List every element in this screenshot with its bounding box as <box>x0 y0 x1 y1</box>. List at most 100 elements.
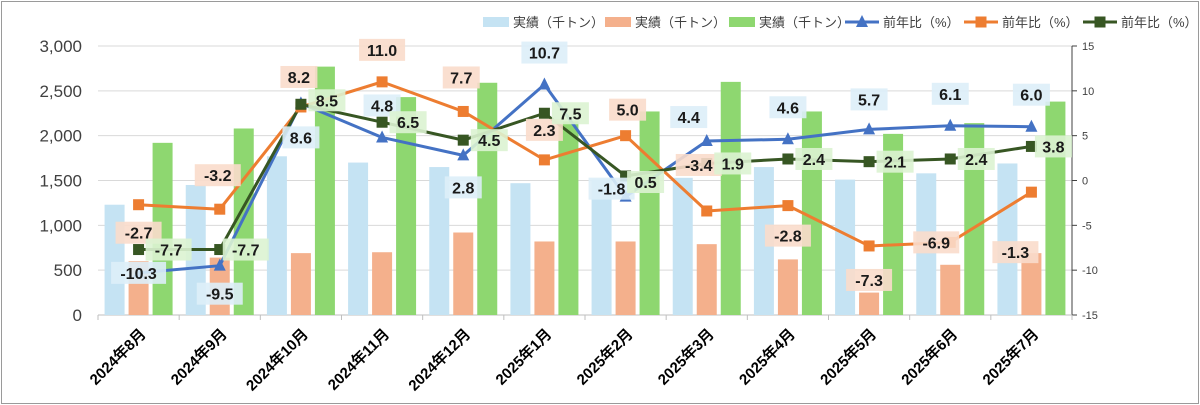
legend-label: 実績（千トン） <box>759 15 850 30</box>
legend-marker <box>856 15 868 27</box>
x-tick-label: 2025年2月 <box>573 325 636 388</box>
bar-3 <box>639 111 660 315</box>
marker-blue <box>1025 119 1038 132</box>
data-label-box-orange <box>992 241 1039 264</box>
data-label-green: 7.5 <box>559 106 581 123</box>
marker-green <box>944 153 956 165</box>
legend-swatch-bar-1 <box>483 17 509 27</box>
data-label-blue: 8.6 <box>290 130 312 147</box>
marker-blue <box>538 77 551 90</box>
marker-green <box>214 244 226 256</box>
y-left-tick-label: 1,500 <box>39 172 82 191</box>
marker-green <box>133 244 145 256</box>
data-label-box-green <box>389 111 427 134</box>
data-label-box-blue <box>363 94 401 117</box>
bar-3 <box>477 82 498 315</box>
data-label-box-orange <box>675 153 722 176</box>
data-label-green: 0.5 <box>634 175 656 192</box>
x-tick-label: 2024年11月 <box>324 325 393 394</box>
bar-2 <box>453 232 474 315</box>
legend-marker <box>1094 16 1106 28</box>
x-tick-label: 2025年5月 <box>816 325 879 388</box>
bar-2 <box>615 241 636 315</box>
bar-3 <box>720 81 741 315</box>
data-label-box-blue <box>444 176 482 199</box>
bar-1 <box>510 183 531 315</box>
x-tick-label: 2025年6月 <box>898 325 961 388</box>
data-label-orange: -3.2 <box>204 168 232 185</box>
legend-swatch-bar-3 <box>729 17 755 27</box>
data-label-box-blue <box>670 106 708 129</box>
data-label-box-green <box>308 89 346 112</box>
y-left-tick-label: 2,000 <box>39 127 82 146</box>
legend-swatch-bar-2 <box>605 17 631 27</box>
bar-2 <box>372 252 393 315</box>
legend-marker <box>975 16 987 28</box>
bar-2 <box>696 244 717 315</box>
data-label-box-blue <box>588 177 635 200</box>
bar-3 <box>558 121 579 315</box>
data-label-orange: -1.3 <box>1002 245 1030 262</box>
marker-blue <box>700 134 713 147</box>
data-label-orange: 2.3 <box>533 123 555 140</box>
bar-1 <box>104 204 125 315</box>
bar-3 <box>1045 101 1066 316</box>
data-label-box-blue <box>282 126 320 149</box>
legend-label: 前年比（%） <box>1002 15 1079 30</box>
bar-2 <box>290 253 311 315</box>
data-label-box-blue <box>931 82 969 105</box>
marker-orange <box>863 240 875 252</box>
y-right-tick-label: 5 <box>1082 131 1088 143</box>
data-label-blue: -10.3 <box>120 266 157 283</box>
data-label-box-blue <box>1012 83 1050 106</box>
data-label-orange: 11.0 <box>367 43 397 60</box>
x-tick-label: 2025年3月 <box>654 325 717 388</box>
bar-2 <box>940 264 961 315</box>
marker-blue <box>863 122 876 135</box>
data-label-green: -7.7 <box>155 243 183 260</box>
data-label-box-green <box>470 129 508 152</box>
bar-1 <box>591 179 612 315</box>
marker-orange <box>214 203 226 215</box>
data-label-box-blue <box>769 96 807 119</box>
data-label-box-green <box>551 102 589 125</box>
data-label-box-blue <box>521 41 568 64</box>
data-label-green: 1.9 <box>722 156 744 173</box>
data-label-blue: 6.0 <box>1020 88 1042 105</box>
y-left-tick-label: 3,000 <box>39 37 82 56</box>
data-label-orange: 7.7 <box>450 70 472 87</box>
data-label-blue: 5.7 <box>858 92 880 109</box>
data-label-box-blue <box>196 282 243 305</box>
marker-orange <box>457 105 469 117</box>
marker-blue <box>457 148 470 161</box>
marker-orange <box>782 200 794 212</box>
data-label-orange: 8.2 <box>288 70 310 87</box>
line-orange <box>138 80 1033 248</box>
data-label-green: 4.5 <box>478 133 500 150</box>
data-label-box-orange <box>194 164 241 187</box>
data-label-green: 2.4 <box>803 152 825 169</box>
bar-3 <box>314 66 335 315</box>
data-label-box-green <box>795 147 833 170</box>
data-label-box-orange <box>609 98 647 121</box>
bar-3 <box>396 97 417 315</box>
y-left-tick-label: 0 <box>73 306 82 325</box>
data-label-blue: 10.7 <box>529 46 560 63</box>
data-label-blue: 4.6 <box>777 100 799 117</box>
marker-blue <box>944 118 957 131</box>
marker-green <box>863 156 875 168</box>
marker-orange <box>376 76 388 88</box>
data-label-box-orange <box>913 231 960 254</box>
data-label-box-green <box>222 238 269 261</box>
x-tick-label: 2024年9月 <box>167 325 230 388</box>
legend-label: 前年比（%） <box>1121 15 1198 30</box>
y-left-tick-label: 2,500 <box>39 82 82 101</box>
marker-orange <box>133 199 145 211</box>
marker-green <box>295 98 307 110</box>
marker-blue <box>376 130 389 143</box>
y-right-tick-label: 0 <box>1082 176 1088 188</box>
data-label-box-green <box>1034 135 1072 158</box>
data-label-green: -7.7 <box>232 243 260 260</box>
data-label-blue: 6.1 <box>939 87 961 104</box>
